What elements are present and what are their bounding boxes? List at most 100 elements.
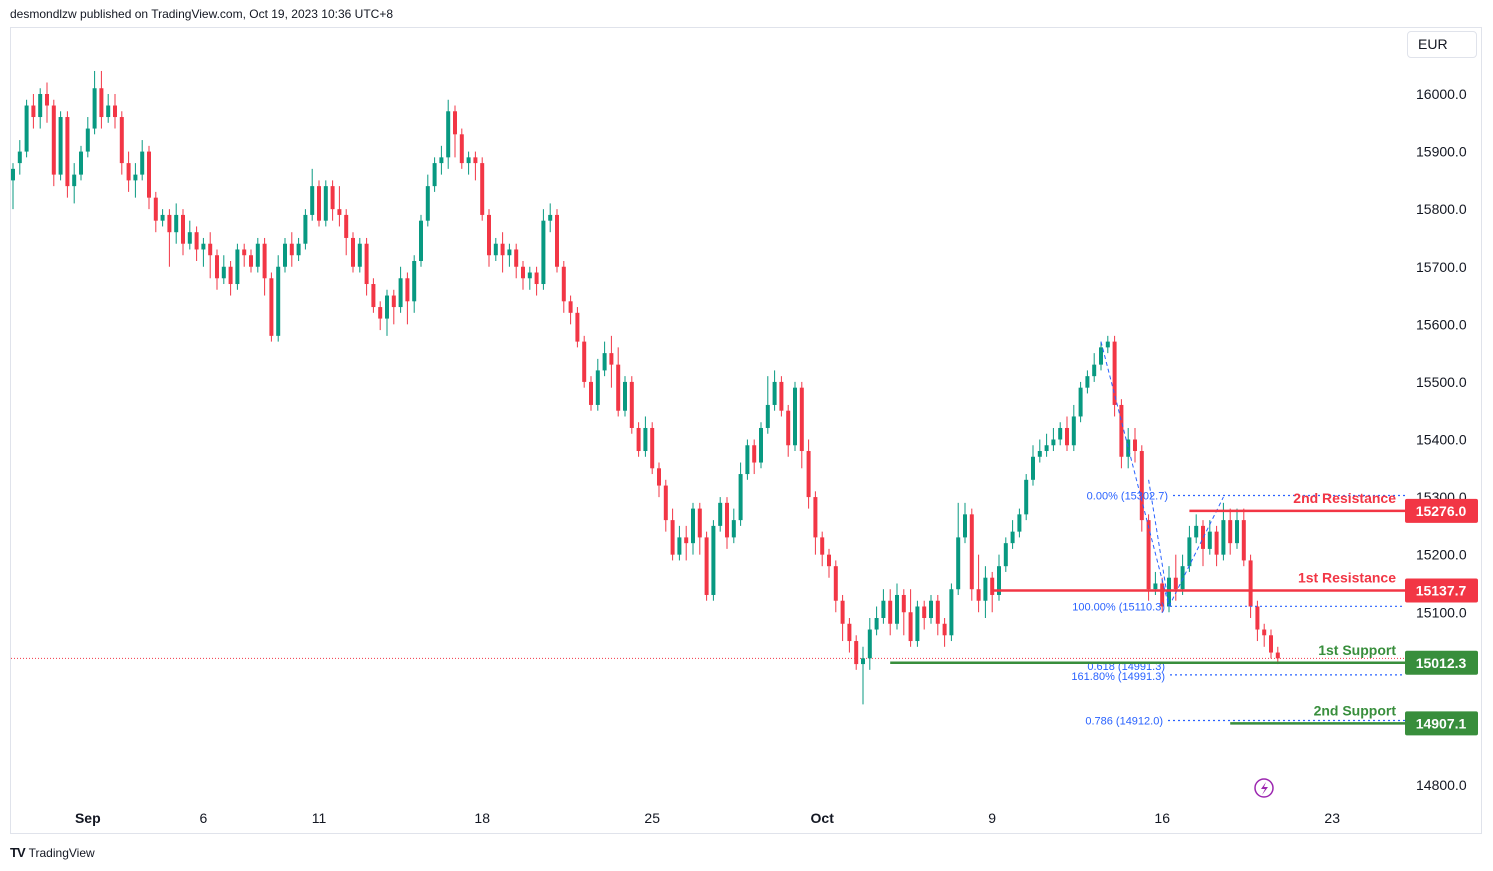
candle-body [330, 186, 335, 210]
candle-body [255, 243, 260, 267]
candle-body [385, 295, 389, 319]
candle-body [24, 105, 29, 152]
candle-body [670, 520, 675, 555]
candle-body [657, 468, 661, 486]
candle-body [167, 214, 172, 233]
y-tick-label: 16000.0 [1416, 86, 1467, 102]
candle-body [820, 537, 825, 555]
candle-body [527, 272, 532, 279]
x-tick-label: 9 [988, 810, 996, 826]
candle-body [119, 117, 124, 164]
candle-body [1167, 577, 1171, 607]
candle-body [473, 157, 478, 164]
candle-body [881, 600, 886, 619]
candle-body [915, 606, 920, 642]
candle-body [1024, 479, 1029, 515]
candle-body [1146, 520, 1151, 590]
level-price-label: 15137.7 [1416, 583, 1467, 599]
candle-body [731, 520, 736, 538]
candle-body [1003, 543, 1008, 567]
candle-body [412, 260, 417, 302]
candle-body [242, 249, 247, 256]
fib-swing-line [1148, 479, 1170, 607]
candle-body [888, 600, 893, 624]
candle-body [487, 214, 491, 256]
candle-body [861, 658, 865, 665]
candle-body [317, 186, 321, 221]
candle-body [1241, 520, 1246, 561]
fib-level-label: 0.00% (15302.7) [1087, 491, 1168, 503]
x-tick-label: 25 [644, 810, 660, 826]
lightning-bolt-icon [1261, 782, 1268, 795]
candle-body [663, 485, 668, 521]
candle-body [568, 301, 573, 313]
candle-body [1065, 427, 1069, 446]
candle-body [276, 266, 281, 336]
candle-body [303, 214, 308, 244]
y-tick-label: 15100.0 [1416, 604, 1467, 620]
candle-body [1058, 427, 1063, 440]
candle-body [11, 168, 15, 181]
candle-body [1051, 439, 1056, 446]
candle-body [1187, 537, 1192, 567]
candle-body [323, 186, 328, 221]
candle-body [1099, 347, 1103, 365]
y-tick-label: 15400.0 [1416, 432, 1467, 448]
candle-body [310, 186, 315, 215]
candle-body [140, 151, 145, 175]
candle-body [364, 243, 369, 285]
level-price-label: 15276.0 [1416, 503, 1467, 519]
tradingview-logo-icon[interactable]: TV [10, 845, 26, 860]
candle-body [738, 474, 743, 521]
candle-body [296, 243, 301, 256]
candle-body [174, 214, 179, 233]
candle-body [126, 163, 131, 181]
candle-body [1180, 566, 1185, 590]
candle-body [990, 577, 995, 595]
candle-body [793, 387, 797, 446]
x-tick-label: 11 [312, 810, 327, 826]
candle-body [929, 600, 933, 619]
candle-body [194, 232, 199, 250]
candle-body [398, 278, 403, 308]
candle-body [840, 600, 845, 624]
candle-body [548, 214, 553, 221]
candle-body [561, 266, 566, 302]
candle-body [1228, 520, 1233, 544]
candle-body [806, 451, 811, 498]
y-tick-label: 15900.0 [1416, 144, 1467, 160]
x-tick-label: 23 [1324, 810, 1340, 826]
candle-body [493, 243, 498, 256]
currency-button[interactable]: EUR [1407, 31, 1477, 58]
footer: TV TradingView [10, 845, 95, 860]
candle-body [1173, 577, 1178, 590]
candle-body [357, 243, 362, 267]
candle-body [521, 266, 525, 279]
candle-body [1214, 531, 1219, 555]
candle-body [133, 174, 138, 181]
candle-body [895, 594, 899, 624]
y-tick-label: 15600.0 [1416, 316, 1467, 332]
candle-body [697, 508, 702, 538]
candle-body [623, 381, 627, 411]
level-price-badge [1405, 578, 1478, 603]
candle-body [405, 278, 410, 302]
candle-body [79, 151, 83, 175]
candle-body [969, 514, 974, 590]
candle-body [92, 88, 97, 129]
candle-body [759, 427, 763, 463]
level-name-label: 2nd Resistance [1293, 490, 1396, 506]
x-tick-label: 6 [200, 810, 208, 826]
candle-body [745, 445, 750, 475]
candle-body [541, 220, 546, 285]
lightning-icon [1254, 778, 1274, 798]
brand-name[interactable]: TradingView [28, 845, 95, 860]
candle-body [602, 353, 607, 371]
x-tick-label: 16 [1154, 810, 1170, 826]
candle-body [976, 589, 981, 601]
y-tick-label: 15500.0 [1416, 374, 1467, 390]
candle-body [1275, 652, 1280, 659]
candle-body [854, 641, 859, 665]
candle-body [31, 105, 36, 118]
